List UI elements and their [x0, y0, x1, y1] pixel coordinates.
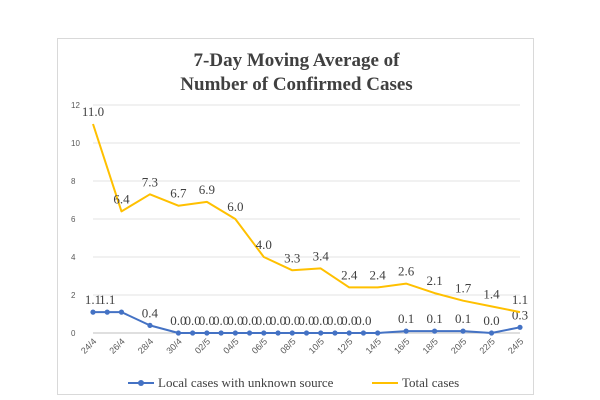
- legend-marker-dot: [138, 380, 144, 386]
- data-label: 0.0: [270, 313, 286, 328]
- data-point: [303, 330, 310, 336]
- data-label: 0.0: [284, 313, 300, 328]
- data-label: 2.1: [426, 273, 442, 288]
- y-tick-label: 2: [71, 291, 76, 300]
- data-point: [147, 322, 153, 328]
- data-label: 3.3: [284, 250, 300, 265]
- y-tick-label: 0: [71, 329, 76, 338]
- chart-title: 7-Day Moving Average of Number of Confir…: [180, 50, 413, 95]
- data-point: [318, 330, 324, 336]
- x-tick-label: 16/5: [392, 336, 411, 355]
- x-tick-label: 28/4: [136, 336, 155, 355]
- data-label: 0.0: [170, 313, 186, 328]
- data-point: [375, 330, 381, 336]
- x-tick-label: 04/5: [221, 336, 240, 355]
- data-label: 0.3: [512, 307, 528, 322]
- x-tick-label: 18/5: [421, 336, 440, 355]
- unknown-source-series-line: [93, 311, 521, 334]
- x-tick-label: 20/5: [449, 336, 468, 355]
- data-label: 0.0: [313, 313, 329, 328]
- data-label: 0.1: [398, 311, 414, 326]
- y-tick-label: 10: [71, 139, 80, 148]
- data-label: 4.0: [256, 237, 272, 252]
- data-label: 0.0: [199, 313, 215, 328]
- x-tick-label: 22/5: [477, 336, 496, 355]
- x-tick-label: 24/5: [506, 336, 525, 355]
- x-tick-label: 02/5: [193, 336, 212, 355]
- data-label: 6.7: [170, 186, 187, 201]
- data-point: [232, 330, 238, 336]
- y-tick-label: 8: [71, 177, 76, 186]
- y-tick-label: 4: [71, 253, 76, 262]
- data-label: 0.0: [355, 313, 371, 328]
- data-label: 3.4: [313, 248, 330, 263]
- data-label: 11.0: [82, 104, 104, 119]
- data-label: 0.0: [483, 313, 499, 328]
- data-label: 6.0: [227, 199, 243, 214]
- data-point: [460, 328, 466, 334]
- data-label: 0.0: [327, 313, 343, 328]
- data-point: [403, 328, 409, 334]
- data-point: [218, 330, 224, 336]
- x-tick-label: 12/5: [335, 336, 354, 355]
- x-tick-label: 10/5: [307, 336, 326, 355]
- data-label: 0.0: [227, 313, 243, 328]
- data-label: 2.4: [341, 267, 358, 282]
- data-label: 0.0: [341, 313, 357, 328]
- data-label: 0.0: [298, 313, 314, 328]
- data-label: 0.1: [455, 311, 471, 326]
- x-tick-label: 14/5: [364, 336, 383, 355]
- data-label: 2.4: [370, 267, 387, 282]
- y-tick-label: 12: [71, 101, 80, 110]
- data-point: [190, 330, 196, 336]
- data-point: [332, 330, 338, 336]
- legend-label: Total cases: [402, 375, 459, 390]
- data-point: [517, 324, 523, 330]
- data-label: 6.9: [199, 182, 215, 197]
- legend-label: Local cases with unknown source: [158, 375, 334, 390]
- data-label: 0.0: [241, 313, 257, 328]
- data-point: [261, 330, 267, 336]
- x-tick-label: 06/5: [250, 336, 269, 355]
- data-point: [432, 328, 438, 334]
- data-label: 0.4: [142, 305, 159, 320]
- data-label: 1.1: [512, 292, 528, 307]
- y-tick-label: 6: [71, 215, 76, 224]
- data-label: 2.6: [398, 264, 415, 279]
- data-label: 7.3: [142, 174, 158, 189]
- x-tick-label: 26/4: [107, 336, 126, 355]
- x-tick-label: 30/4: [164, 336, 183, 355]
- x-tick-label: 08/5: [278, 336, 297, 355]
- x-tick-label: 24/4: [79, 336, 98, 355]
- data-label: 0.0: [185, 313, 201, 328]
- data-point: [118, 309, 125, 315]
- data-point: [246, 330, 253, 336]
- line-chart: 0 2 4 6 8 10 12 24/4 26/4 28/4 30/4 02/5 04/5 06/5 08/…: [71, 101, 528, 390]
- data-label: 1.7: [455, 281, 472, 296]
- data-point: [204, 330, 210, 336]
- data-label: 0.0: [213, 313, 229, 328]
- data-label: 6.4: [113, 191, 130, 206]
- data-label: 1.4: [483, 286, 500, 301]
- data-point: [360, 330, 367, 336]
- data-point: [175, 330, 181, 336]
- data-point: [104, 309, 110, 315]
- data-point: [275, 330, 281, 336]
- data-point: [289, 330, 295, 336]
- data-point: [346, 330, 352, 336]
- total-cases-series-line: [92, 123, 521, 314]
- data-label: 0.1: [426, 311, 442, 326]
- data-label: 1.1: [99, 292, 115, 307]
- data-label: 1.1: [85, 292, 101, 307]
- data-point: [488, 330, 495, 336]
- data-label: 0.0: [256, 313, 272, 328]
- data-point: [90, 309, 96, 315]
- chart-area: 7-Day Moving Average of Number of Confir…: [57, 38, 534, 395]
